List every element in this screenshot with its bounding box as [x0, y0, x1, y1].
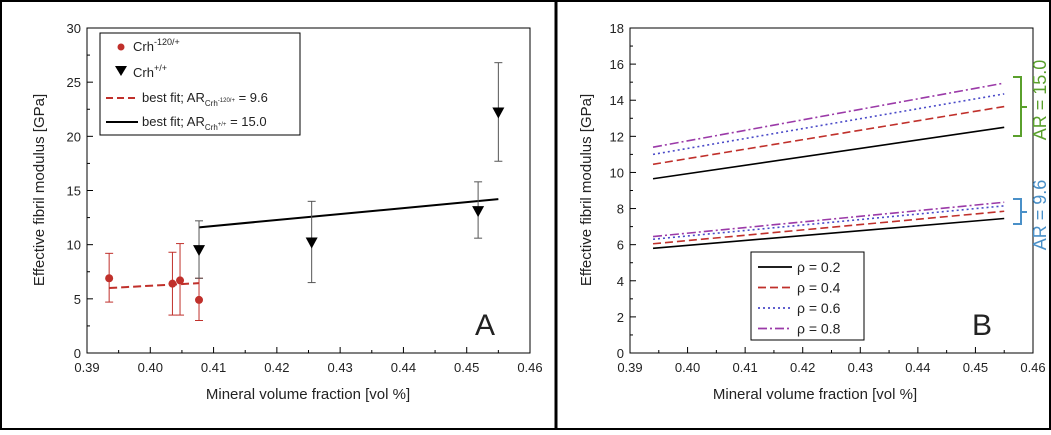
data-point-crh120: [176, 276, 185, 285]
legend-label: ρ = 0.6: [797, 300, 841, 316]
panel-b-axes: 0.39 0.40 0.41 0.42 0.43 0.44 0.45 0.46 0 2 4 6 8 10 1…: [610, 21, 1046, 375]
data-point-crh120: [168, 279, 177, 288]
panel-b-y-tick-label: 0: [617, 346, 624, 361]
panel-b-x-tick-label: 0.43: [848, 360, 873, 375]
data-point-crh120: [105, 274, 114, 283]
panel-a-x-tick-label: 0.45: [454, 360, 479, 375]
legend-label: ρ = 0.8: [797, 321, 841, 337]
panel-a-y-tick-label: 10: [67, 238, 81, 253]
series-line-ar15: [652, 93, 1005, 156]
panel-b-y-tick-label: 8: [617, 202, 624, 217]
panel-a-x-tick-label: 0.46: [517, 360, 542, 375]
fit-line: [198, 198, 499, 229]
legend-crh120-label: Crh-120/+: [133, 37, 180, 54]
panel-b: 0.39 0.40 0.41 0.42 0.43 0.44 0.45 0.46 0 2 4 6 8 10 1…: [578, 21, 1050, 403]
panel-a-y-tick-label: 25: [67, 75, 81, 90]
data-point-crh120: [195, 295, 204, 304]
panel-b-lines: [652, 82, 1005, 250]
data-point-wildtype: [472, 206, 485, 218]
panel-a: 0.39 0.40 0.41 0.42 0.43 0.44 0.45 0.46 0 5 10 15 20…: [31, 21, 543, 403]
legend-wt-label: Crh+/+: [133, 63, 167, 80]
panel-a-axes: 0.39 0.40 0.41 0.42 0.43 0.44 0.45 0.46 0 5 10 15 20…: [67, 21, 543, 375]
panel-a-y-tick-label: 5: [74, 292, 81, 307]
panel-a-x-tick-label: 0.39: [74, 360, 99, 375]
panel-b-plot-frame: [629, 27, 1034, 354]
panel-b-legend: ρ = 0.2 ρ = 0.4 ρ = 0.6 ρ = 0.8: [750, 251, 865, 341]
panel-a-letter: A: [475, 309, 495, 342]
series-line-ar15: [652, 126, 1005, 180]
series-line-ar96: [652, 201, 1005, 238]
panel-b-x-tick-label: 0.45: [963, 360, 988, 375]
panel-b-letter: B: [972, 309, 992, 342]
series-line-ar96: [652, 205, 1005, 241]
panel-a-legend: Crh-120/+ Crh+/+ best fit; ARCrh-120/+ =…: [99, 32, 301, 136]
panel-b-y-tick-label: 4: [617, 274, 624, 289]
panel-a-x-tick-label: 0.43: [327, 360, 352, 375]
bracket-ar96-label: AR = 9.6: [1030, 180, 1050, 251]
data-point-wildtype: [305, 237, 318, 249]
panel-a-data-points: [105, 107, 505, 304]
legend-crh120-marker: [117, 43, 125, 51]
data-point-wildtype: [193, 245, 206, 257]
bracket-ar15: [1013, 76, 1027, 137]
panel-a-x-tick-label: 0.40: [138, 360, 163, 375]
series-line-ar96: [652, 210, 1005, 245]
panel-b-y-tick-label: 6: [617, 238, 624, 253]
panel-b-y-tick-label: 16: [610, 57, 624, 72]
bracket-ar15-label: AR = 15.0: [1030, 60, 1050, 141]
legend-fitwt-label: best fit; ARCrh+/+ = 15.0: [142, 114, 267, 132]
panel-b-x-tick-label: 0.44: [905, 360, 930, 375]
legend-wt-marker: [115, 66, 127, 76]
panel-b-y-tick-label: 12: [610, 129, 624, 144]
panel-a-y-tick-label: 20: [67, 129, 81, 144]
panel-a-x-tick-label: 0.41: [201, 360, 226, 375]
legend-label: ρ = 0.2: [797, 259, 841, 275]
fit-line: [109, 282, 200, 289]
legend-label: ρ = 0.4: [797, 280, 841, 296]
legend-fit120-label: best fit; ARCrh-120/+ = 9.6: [142, 90, 268, 108]
panel-b-y-axis-label: Effective fibril modulus [GPa]: [578, 94, 595, 286]
panel-a-x-tick-label: 0.42: [264, 360, 289, 375]
series-line-ar15: [652, 82, 1005, 148]
panel-a-y-tick-label: 0: [74, 346, 81, 361]
panel-b-x-tick-label: 0.41: [732, 360, 757, 375]
panel-a-y-tick-label: 30: [67, 21, 81, 36]
series-line-ar96: [652, 217, 1005, 250]
panel-b-y-tick-label: 10: [610, 165, 624, 180]
bracket-ar96: [1013, 198, 1027, 225]
panel-b-x-axis-label: Mineral volume fraction [vol %]: [713, 386, 917, 403]
panel-b-y-tick-label: 2: [617, 310, 624, 325]
panel-a-y-axis-label: Effective fibril modulus [GPa]: [31, 94, 48, 286]
panel-b-x-tick-label: 0.42: [790, 360, 815, 375]
panel-a-legend-box: [99, 32, 301, 136]
panel-b-x-tick-label: 0.39: [617, 360, 642, 375]
panel-b-x-tick-label: 0.46: [1020, 360, 1045, 375]
panel-b-y-tick-label: 18: [610, 21, 624, 36]
panel-a-x-tick-label: 0.44: [391, 360, 416, 375]
panel-a-x-axis-label: Mineral volume fraction [vol %]: [206, 386, 410, 403]
panel-b-y-tick-label: 14: [610, 93, 624, 108]
panel-a-y-tick-label: 15: [67, 184, 81, 199]
data-point-wildtype: [492, 107, 505, 119]
panel-a-plot-frame: [86, 27, 531, 354]
panel-b-x-tick-label: 0.40: [675, 360, 700, 375]
panel-a-fit-lines: [109, 198, 499, 289]
